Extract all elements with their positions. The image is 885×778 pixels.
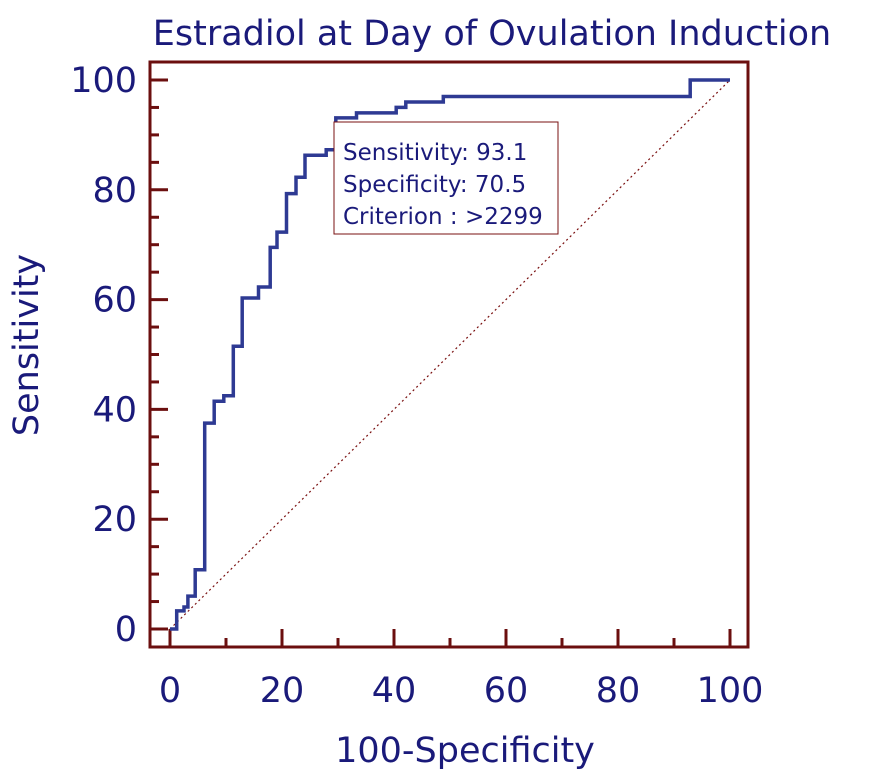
criterion-annotation-box — [333, 121, 559, 235]
y-tick-label: 20 — [92, 500, 137, 540]
plot-frame — [148, 60, 750, 649]
x-tick-label: 60 — [484, 671, 529, 711]
roc-curve-line — [170, 78, 730, 631]
x-tick-label: 20 — [260, 671, 305, 711]
x-tick-label: 40 — [372, 671, 417, 711]
x-axis-label: 100-Specificity — [335, 731, 595, 771]
y-tick-label: 80 — [92, 171, 137, 211]
x-tick-label: 80 — [596, 671, 641, 711]
annotation-sensitivity: Sensitivity: 93.1 — [343, 140, 527, 166]
x-tick-label: 100 — [697, 671, 764, 711]
annotation-specificity: Specificity: 70.5 — [343, 172, 526, 198]
y-tick-label: 40 — [92, 390, 137, 430]
y-axis-label: Sensitivity — [7, 254, 47, 436]
chart-title: Estradiol at Day of Ovulation Induction — [153, 14, 831, 54]
x-tick-label: 0 — [159, 671, 181, 711]
reference-diagonal-line — [169, 79, 731, 630]
annotation-criterion: Criterion : >2299 — [343, 204, 543, 230]
y-tick-label: 60 — [92, 281, 137, 321]
y-tick-label: 0 — [115, 610, 137, 650]
y-tick-label: 100 — [70, 61, 137, 101]
